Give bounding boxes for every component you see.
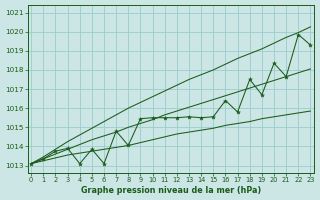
X-axis label: Graphe pression niveau de la mer (hPa): Graphe pression niveau de la mer (hPa) <box>81 186 261 195</box>
